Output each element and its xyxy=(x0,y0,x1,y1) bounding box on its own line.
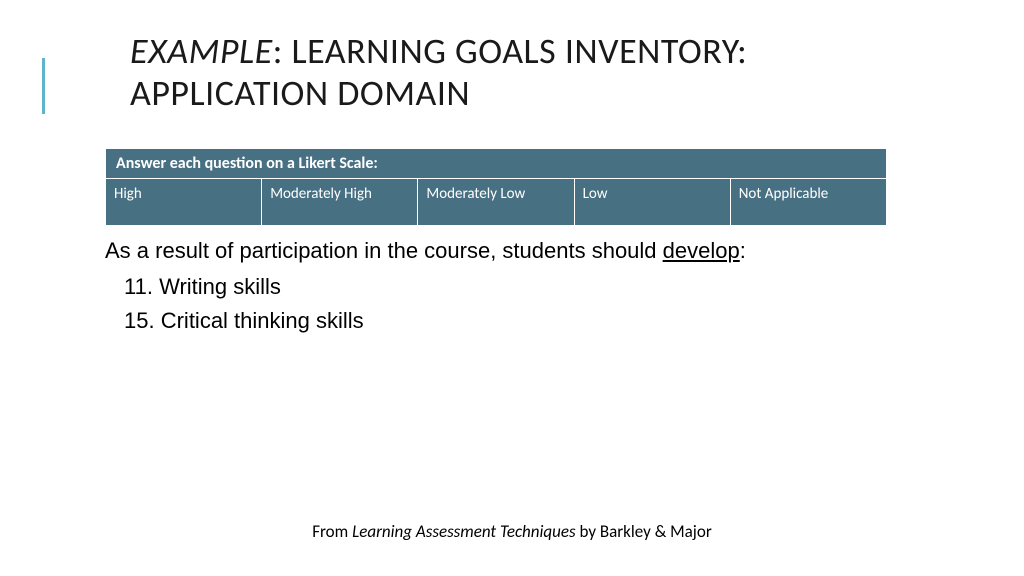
item-number: 11. xyxy=(124,274,153,299)
list-item: 11. Writing skills xyxy=(124,274,281,300)
likert-option: Not Applicable xyxy=(730,179,886,226)
slide-title: EXAMPLE: LEARNING GOALS INVENTORY: APPLI… xyxy=(130,30,890,115)
item-label: Critical thinking skills xyxy=(161,308,364,333)
intro-sentence: As a result of participation in the cour… xyxy=(105,238,746,264)
intro-before: As a result of participation in the cour… xyxy=(105,238,663,263)
citation: From Learning Assessment Techniques by B… xyxy=(0,521,1024,542)
accent-bar xyxy=(42,58,45,114)
likert-option: Moderately High xyxy=(262,179,418,226)
item-number: 15. xyxy=(124,308,155,333)
title-line-1: EXAMPLE: LEARNING GOALS INVENTORY: xyxy=(130,30,890,72)
likert-header: Answer each question on a Likert Scale: xyxy=(106,149,887,179)
citation-before: From xyxy=(312,521,352,542)
likert-option: High xyxy=(106,179,262,226)
citation-after: by Barkley & Major xyxy=(576,521,712,542)
likert-option: Low xyxy=(574,179,730,226)
title-rest-1: : LEARNING GOALS INVENTORY: xyxy=(273,29,748,73)
intro-underlined: develop xyxy=(663,238,740,263)
intro-after: : xyxy=(740,238,746,263)
likert-options-row: High Moderately High Moderately Low Low … xyxy=(106,179,887,226)
likert-option: Moderately Low xyxy=(418,179,574,226)
title-prefix: EXAMPLE xyxy=(130,29,273,73)
title-line-2: APPLICATION DOMAIN xyxy=(130,72,890,114)
list-item: 15. Critical thinking skills xyxy=(124,308,364,334)
likert-table: Answer each question on a Likert Scale: … xyxy=(105,148,887,226)
citation-title: Learning Assessment Techniques xyxy=(352,521,576,542)
item-label: Writing skills xyxy=(159,274,281,299)
